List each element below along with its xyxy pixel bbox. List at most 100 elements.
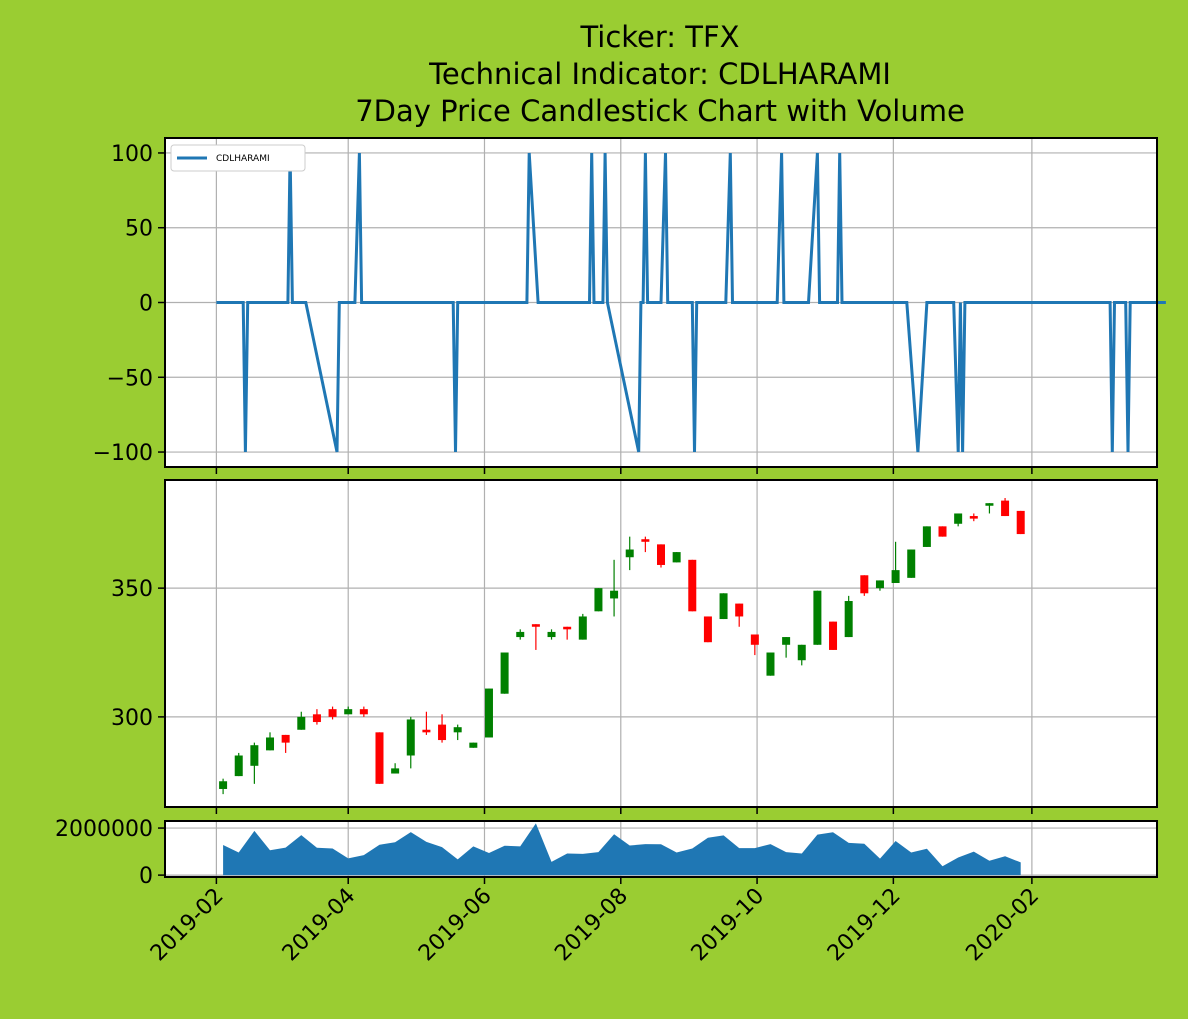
candle — [657, 544, 665, 568]
candle-body — [438, 724, 447, 741]
candle-body — [625, 549, 634, 558]
candle-body — [875, 580, 884, 589]
candle — [563, 626, 572, 640]
volume-x-ticks — [215, 877, 1033, 884]
candle — [860, 575, 869, 596]
candle-body — [531, 624, 540, 627]
candle — [813, 590, 822, 645]
candle — [954, 513, 963, 527]
candle-body — [829, 621, 838, 650]
candle-body — [719, 593, 728, 620]
y-tick-label: 300 — [111, 706, 153, 731]
candle-body — [703, 616, 712, 643]
price-candles — [219, 498, 1025, 795]
candle-body — [750, 634, 759, 645]
candle-body — [359, 709, 368, 715]
candle-body — [344, 709, 353, 715]
candle-body — [766, 652, 775, 676]
candle — [484, 688, 493, 738]
candle — [907, 549, 916, 578]
candle — [438, 714, 447, 743]
candle — [469, 742, 478, 748]
price-panel-frame — [164, 479, 1158, 808]
candle-body — [375, 732, 384, 784]
candle — [735, 603, 744, 627]
candle-body — [688, 559, 697, 612]
indicator-x-ticks — [215, 467, 1033, 474]
y-tick-label: 0 — [139, 864, 153, 889]
candle-body — [844, 601, 853, 638]
y-tick-label: 2000000 — [55, 817, 153, 842]
candle — [578, 613, 587, 640]
candle — [594, 588, 603, 612]
candle — [750, 634, 759, 656]
candle — [422, 711, 431, 735]
candle — [516, 629, 525, 640]
candle-body — [797, 644, 806, 661]
candle-body — [985, 503, 994, 506]
candle — [875, 580, 884, 591]
series-line-cdlharami — [216, 152, 1166, 453]
price-y-ticks: 350 300 — [111, 577, 165, 731]
candle — [250, 742, 259, 784]
legend-box — [170, 144, 306, 172]
candle — [766, 652, 775, 676]
candle — [969, 513, 978, 522]
candle-body — [266, 737, 275, 751]
candle — [891, 541, 900, 583]
volume-panel-frame — [164, 820, 1158, 878]
candle-body — [922, 526, 931, 547]
candle — [328, 706, 337, 720]
title-line-3: 7Day Price Candlestick Chart with Volume — [355, 94, 965, 128]
candle — [797, 644, 806, 666]
candle — [359, 706, 368, 717]
candle-body — [422, 729, 431, 733]
y-tick-label: −50 — [107, 366, 153, 391]
candle — [938, 526, 947, 537]
candle — [375, 732, 384, 784]
candle — [1016, 510, 1025, 535]
candle — [829, 621, 838, 650]
volume-panel: 2000000 0 — [55, 817, 1158, 889]
candle-body — [907, 549, 916, 578]
candle — [219, 778, 228, 795]
candle — [641, 536, 650, 553]
y-tick-label: −100 — [93, 441, 153, 466]
candle-body — [406, 719, 415, 756]
candle-body — [563, 626, 572, 630]
candle-body — [281, 734, 290, 743]
candle — [703, 616, 712, 643]
indicator-y-ticks: 100 50 0 −50 −100 — [93, 142, 165, 466]
candle — [1001, 498, 1010, 517]
candle-body — [1016, 510, 1025, 535]
candle — [610, 559, 619, 617]
candle-body — [484, 688, 493, 738]
indicator-panel: 100 50 0 −50 −100 CDLHARAMI — [93, 137, 1166, 474]
candle — [844, 595, 853, 638]
price-x-ticks — [215, 807, 1033, 814]
candle-body — [250, 745, 259, 766]
candle — [453, 724, 462, 741]
volume-area — [223, 823, 1021, 876]
price-panel-bg — [165, 480, 1157, 807]
candle-body — [891, 570, 900, 583]
candle-body — [516, 631, 525, 638]
candle — [719, 593, 728, 620]
candle — [312, 709, 321, 725]
candle-body — [782, 637, 791, 645]
candle — [782, 637, 791, 658]
candle-body — [860, 575, 869, 594]
candle-body — [500, 652, 509, 694]
candle — [531, 624, 540, 650]
candle-body — [813, 590, 822, 645]
title-line-2: Technical Indicator: CDLHARAMI — [428, 57, 891, 91]
candle — [297, 711, 306, 730]
candle-body — [672, 552, 681, 563]
candle-body — [610, 590, 619, 599]
candle-body — [453, 727, 462, 733]
indicator-series — [216, 152, 1166, 453]
price-panel: 350 300 — [111, 479, 1158, 814]
legend-label-cdlharami: CDLHARAMI — [216, 154, 270, 164]
y-tick-label: 50 — [125, 217, 153, 242]
candle — [547, 629, 556, 640]
